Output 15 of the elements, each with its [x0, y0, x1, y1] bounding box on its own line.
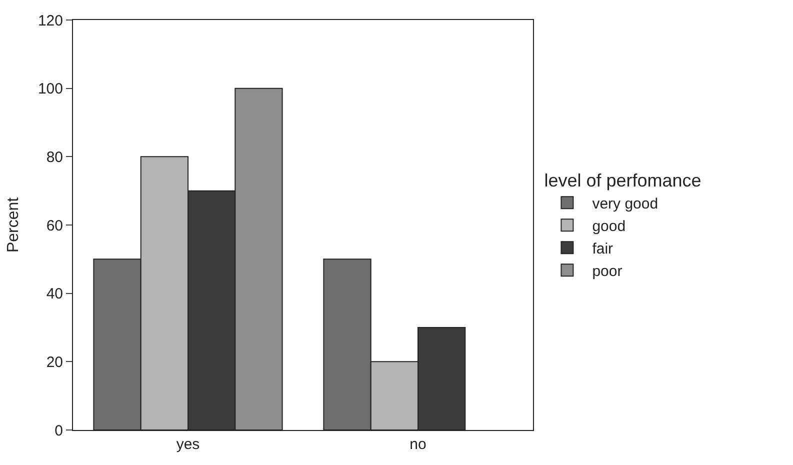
- legend-label: good: [592, 218, 626, 235]
- legend-label: very good: [592, 196, 658, 212]
- legend-label: fair: [592, 240, 614, 258]
- y-axis-title: Percent: [4, 196, 22, 253]
- y-tick-label: 120: [38, 12, 63, 30]
- y-tick-label: 40: [46, 286, 63, 303]
- y-tick-label: 0: [54, 422, 63, 440]
- legend-label: poor: [592, 263, 622, 280]
- x-tick-label: no: [410, 436, 426, 453]
- y-tick-label: 80: [46, 148, 63, 166]
- legend-title: level of perfomance: [544, 170, 702, 190]
- y-tick-label: 60: [46, 217, 63, 234]
- y-tick-label: 20: [46, 354, 63, 371]
- x-tick-label: yes: [176, 436, 200, 453]
- y-tick-label: 100: [38, 80, 63, 98]
